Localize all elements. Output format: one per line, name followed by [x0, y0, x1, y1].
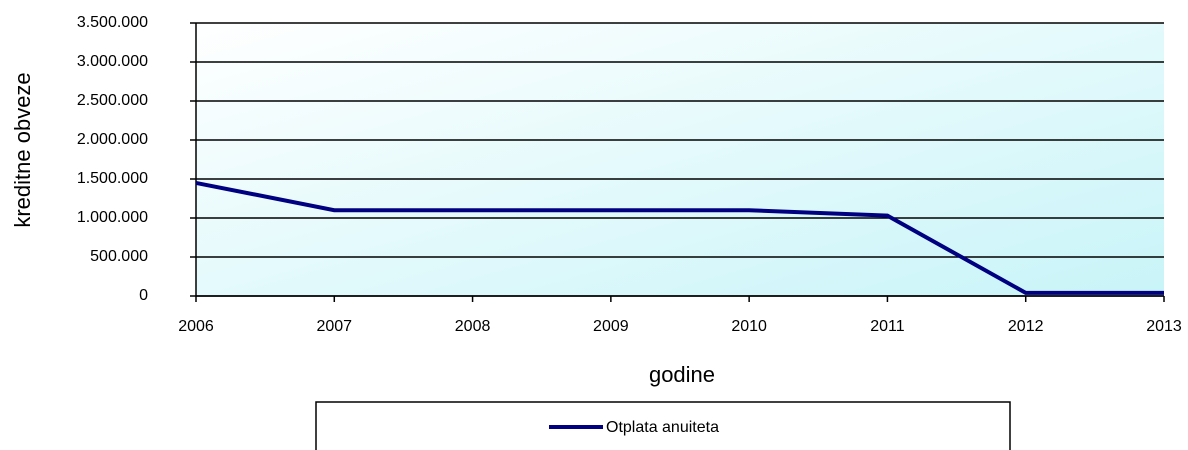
y-tick-label: 3.500.000	[77, 14, 148, 31]
y-tick-label: 2.000.000	[77, 131, 148, 148]
plot-area	[196, 23, 1164, 296]
y-tick-label: 2.500.000	[77, 92, 148, 109]
x-tick-label: 2011	[870, 318, 905, 335]
data-line	[195, 180, 1164, 295]
x-tick-label: 2013	[1146, 318, 1182, 335]
x-axis-title: godine	[649, 362, 715, 387]
x-tick-label: 2007	[316, 318, 352, 335]
x-tick-label: 2012	[1008, 318, 1044, 335]
legend-box	[315, 401, 1011, 450]
x-tick-label: 2010	[731, 318, 767, 335]
x-tick-label: 2008	[455, 318, 491, 335]
y-axis-title: kreditne obveze	[10, 72, 35, 227]
y-tick-label: 500.000	[90, 248, 148, 265]
y-tick-label: 0	[139, 287, 148, 304]
x-tick-label: 2009	[593, 318, 629, 335]
x-tick-label: 2006	[178, 318, 214, 335]
y-tick-label: 1.000.000	[77, 209, 148, 226]
y-tick-label: 1.500.000	[77, 170, 148, 187]
legend-label: Otplata anuiteta	[606, 419, 719, 436]
y-tick-label: 3.000.000	[77, 53, 148, 70]
